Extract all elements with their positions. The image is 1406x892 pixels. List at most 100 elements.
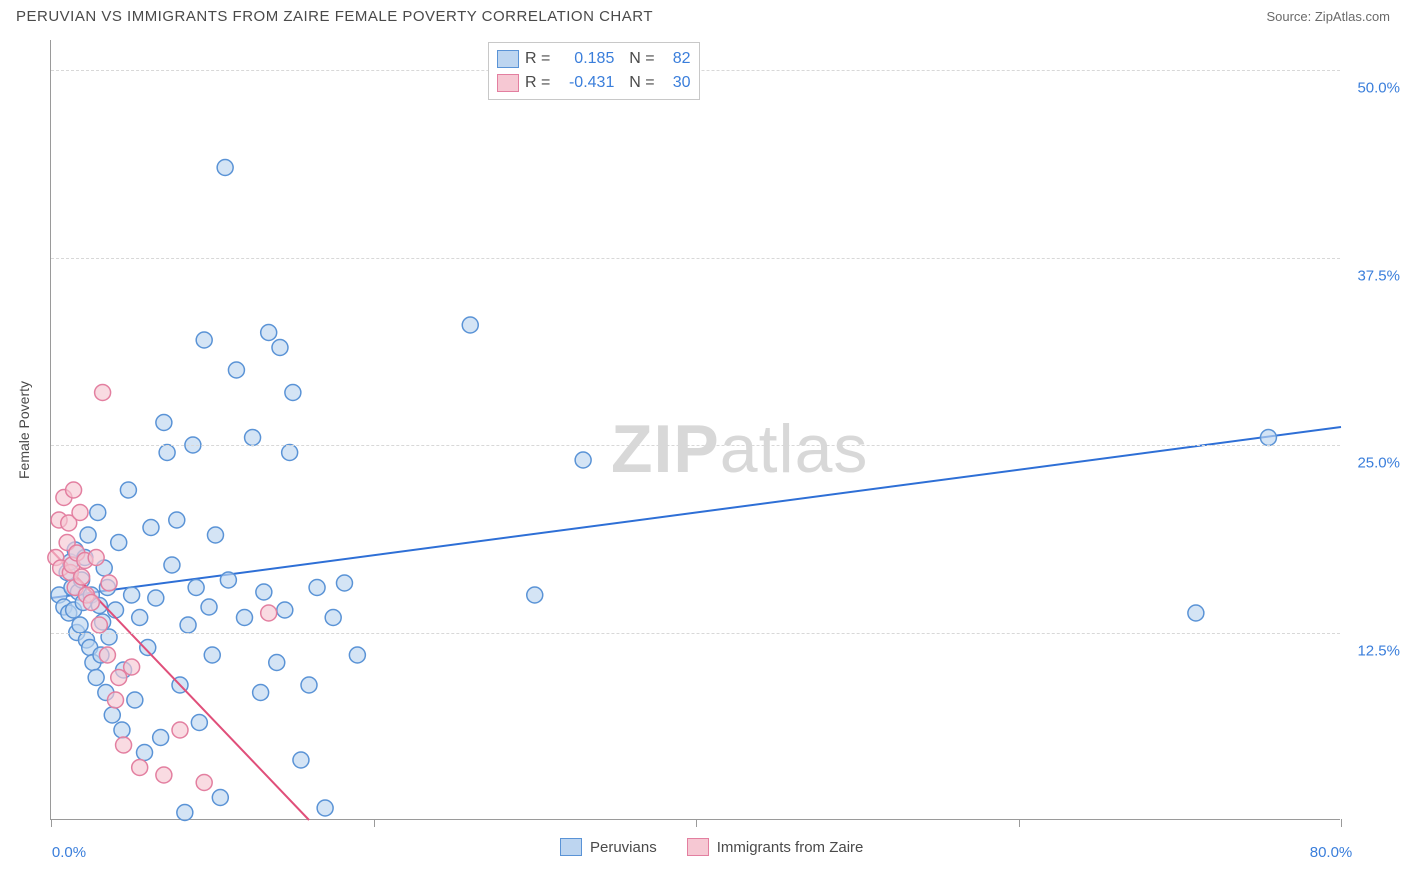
chart-title: PERUVIAN VS IMMIGRANTS FROM ZAIRE FEMALE… [16, 8, 653, 25]
legend-item: Immigrants from Zaire [687, 838, 864, 856]
legend-stats-row: R =0.185 N =82 [497, 47, 691, 71]
x-tick [1341, 819, 1342, 827]
data-point [72, 505, 88, 521]
data-point [72, 617, 88, 633]
legend-swatch [497, 74, 519, 92]
data-point [143, 520, 159, 536]
legend-swatch [560, 838, 582, 856]
data-point [66, 482, 82, 498]
legend-bottom: Peruvians Immigrants from Zaire [560, 838, 863, 856]
data-point [95, 385, 111, 401]
data-point [90, 505, 106, 521]
y-tick-label: 37.5% [1357, 267, 1400, 284]
data-point [108, 602, 124, 618]
grid-line [51, 445, 1340, 446]
chart-container: ZIPatlas 12.5%25.0%37.5%50.0%0.0%80.0% R… [50, 40, 1390, 840]
data-point [132, 610, 148, 626]
stat-n-value: 82 [661, 47, 691, 71]
grid-line [51, 633, 1340, 634]
data-point [575, 452, 591, 468]
header: PERUVIAN VS IMMIGRANTS FROM ZAIRE FEMALE… [0, 0, 1406, 29]
data-point [228, 362, 244, 378]
data-point [293, 752, 309, 768]
data-point [101, 575, 117, 591]
data-point [245, 430, 261, 446]
legend-item: Peruvians [560, 838, 657, 856]
data-point [462, 317, 478, 333]
grid-line [51, 258, 1340, 259]
x-tick-label: 80.0% [1310, 844, 1353, 861]
data-point [282, 445, 298, 461]
data-point [196, 775, 212, 791]
data-point [83, 595, 99, 611]
data-point [269, 655, 285, 671]
x-tick [696, 819, 697, 827]
data-point [108, 692, 124, 708]
data-point [261, 605, 277, 621]
data-point [99, 647, 115, 663]
data-point [1188, 605, 1204, 621]
stat-n-label: N = [620, 47, 654, 71]
stat-n-label: N = [620, 71, 654, 95]
data-point [349, 647, 365, 663]
data-point [164, 557, 180, 573]
legend-swatch [497, 50, 519, 68]
data-point [527, 587, 543, 603]
x-tick [374, 819, 375, 827]
data-point [104, 707, 120, 723]
data-point [124, 659, 140, 675]
data-point [317, 800, 333, 816]
y-tick-label: 25.0% [1357, 455, 1400, 472]
data-point [285, 385, 301, 401]
source-label: Source: ZipAtlas.com [1266, 9, 1390, 24]
data-point [196, 332, 212, 348]
data-point [212, 790, 228, 806]
x-tick-label: 0.0% [52, 844, 86, 861]
data-point [116, 737, 132, 753]
data-point [253, 685, 269, 701]
data-point [80, 527, 96, 543]
data-point [272, 340, 288, 356]
data-point [336, 575, 352, 591]
data-point [309, 580, 325, 596]
data-point [188, 580, 204, 596]
data-point [111, 535, 127, 551]
data-point [237, 610, 253, 626]
scatter-svg [51, 40, 1341, 820]
x-tick [1019, 819, 1020, 827]
data-point [156, 767, 172, 783]
data-point [153, 730, 169, 746]
data-point [220, 572, 236, 588]
data-point [172, 722, 188, 738]
data-point [88, 550, 104, 566]
legend-stats-row: R =-0.431 N =30 [497, 71, 691, 95]
data-point [111, 670, 127, 686]
data-point [140, 640, 156, 656]
data-point [137, 745, 153, 761]
data-point [127, 692, 143, 708]
data-point [256, 584, 272, 600]
data-point [74, 569, 90, 585]
data-point [159, 445, 175, 461]
data-point [124, 587, 140, 603]
stat-r-label: R = [525, 71, 550, 95]
x-tick [51, 819, 52, 827]
data-point [277, 602, 293, 618]
data-point [207, 527, 223, 543]
data-point [201, 599, 217, 615]
data-point [301, 677, 317, 693]
stat-r-label: R = [525, 47, 550, 71]
legend-stats-box: R =0.185 N =82R =-0.431 N =30 [488, 42, 700, 100]
data-point [169, 512, 185, 528]
stat-n-value: 30 [661, 71, 691, 95]
data-point [132, 760, 148, 776]
data-point [120, 482, 136, 498]
trend-line [51, 427, 1341, 598]
y-tick-label: 50.0% [1357, 80, 1400, 97]
legend-label: Immigrants from Zaire [717, 839, 864, 856]
data-point [180, 617, 196, 633]
data-point [1260, 430, 1276, 446]
data-point [325, 610, 341, 626]
data-point [177, 805, 193, 821]
data-point [156, 415, 172, 431]
